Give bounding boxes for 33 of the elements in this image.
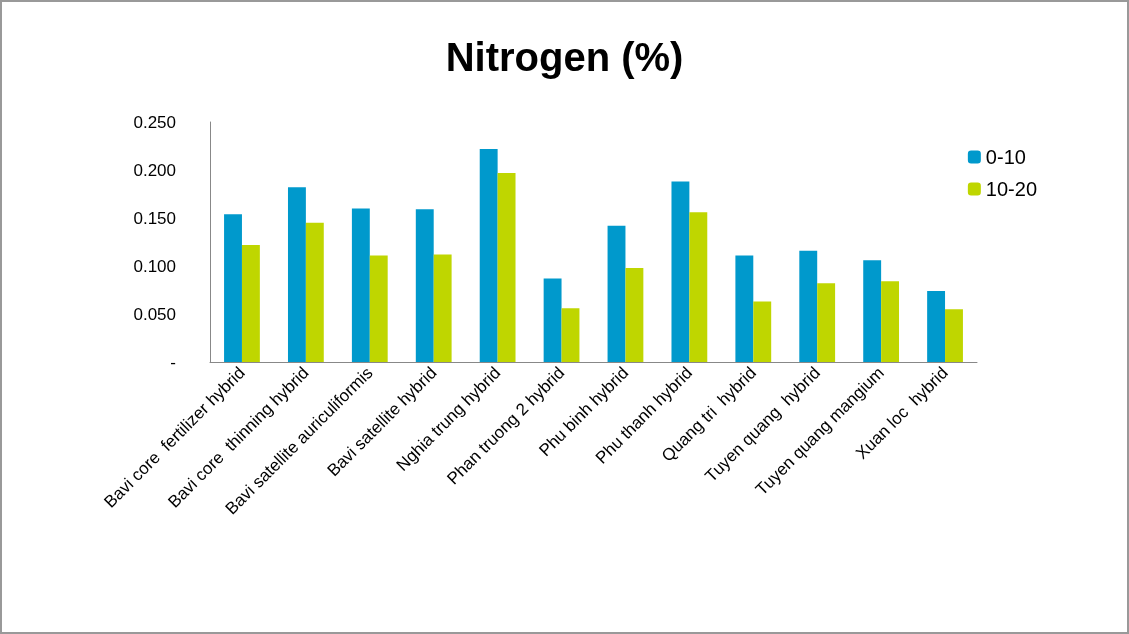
y-tick-label: 0.250	[133, 112, 176, 132]
bar	[415, 209, 434, 362]
bar	[817, 283, 836, 362]
bar	[671, 181, 690, 362]
bar	[799, 250, 818, 362]
y-tick-label: -	[170, 352, 176, 372]
bar	[863, 260, 882, 362]
y-tick-label: 0.150	[133, 208, 176, 228]
bar	[241, 244, 260, 362]
bar	[561, 308, 580, 362]
bar	[945, 309, 963, 362]
bar	[433, 254, 452, 362]
bar	[881, 281, 900, 362]
legend-label: 10-20	[985, 178, 1037, 200]
bar	[224, 214, 242, 362]
y-tick-label: 0.100	[133, 256, 176, 276]
bar	[927, 290, 946, 362]
bar	[369, 255, 388, 362]
bar	[753, 301, 772, 362]
bar	[607, 225, 626, 362]
legend-label: 0-10	[985, 146, 1026, 168]
bar	[625, 267, 644, 362]
y-tick-label: 0.200	[133, 160, 176, 180]
bar	[305, 222, 324, 362]
bar	[351, 208, 370, 362]
y-tick-label: 0.050	[133, 304, 176, 324]
chart-title: Nitrogen (%)	[445, 35, 684, 79]
bar	[479, 148, 498, 362]
bar	[287, 187, 306, 362]
bar	[735, 255, 754, 362]
bar	[543, 278, 562, 362]
bar	[689, 212, 708, 362]
bar	[497, 172, 516, 362]
